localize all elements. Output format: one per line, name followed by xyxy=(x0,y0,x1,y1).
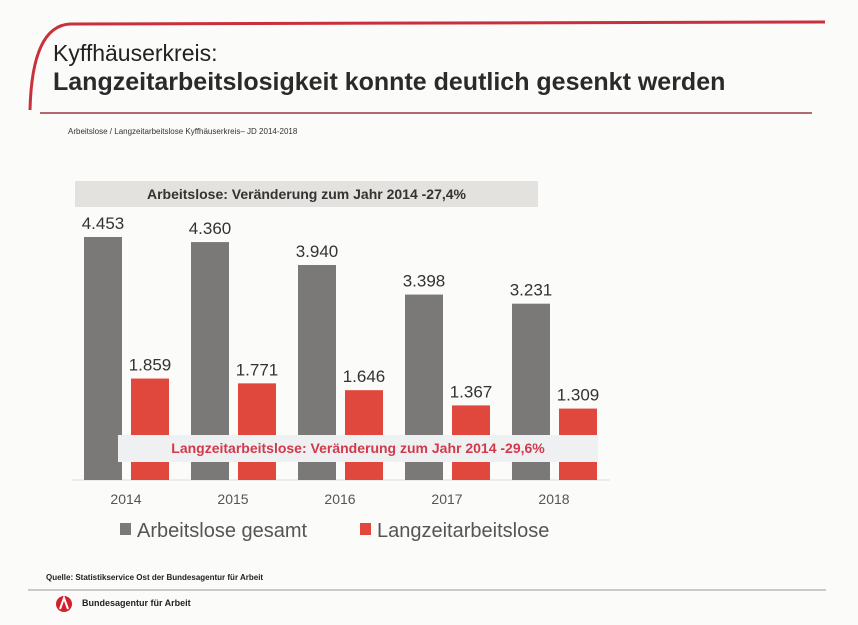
data-label: 1.367 xyxy=(450,382,493,401)
x-tick-label: 2014 xyxy=(110,491,141,507)
x-tick-label: 2016 xyxy=(324,491,355,507)
annotation-longterm: Langzeitarbeitslose: Veränderung zum Jah… xyxy=(118,435,598,462)
x-tick-label: 2015 xyxy=(217,491,248,507)
bar-langzeit-2015 xyxy=(238,383,276,480)
ba-logo-icon xyxy=(56,595,72,612)
brand-name: Bundesagentur für Arbeit xyxy=(82,598,191,608)
bar-gesamt-2014 xyxy=(84,237,122,480)
legend-swatch xyxy=(120,523,131,535)
x-tick-label: 2018 xyxy=(538,491,569,507)
data-label: 4.453 xyxy=(82,214,125,233)
kicker: Kyffhäuserkreis: xyxy=(53,40,218,66)
data-label: 1.646 xyxy=(343,367,386,386)
annotation-total: Arbeitslose: Veränderung zum Jahr 2014 -… xyxy=(75,181,538,207)
data-label: 1.309 xyxy=(557,386,600,405)
data-label: 1.771 xyxy=(236,360,279,379)
page-title: Langzeitarbeitslosigkeit konnte deutlich… xyxy=(53,68,726,96)
subtitle: Arbeitslose / Langzeitarbeitslose Kyffhä… xyxy=(68,127,298,136)
x-tick-label: 2017 xyxy=(431,491,462,507)
data-label: 3.940 xyxy=(296,242,339,261)
data-label: 4.360 xyxy=(189,219,232,238)
legend-label: Langzeitarbeitslose xyxy=(377,520,549,542)
legend-swatch xyxy=(360,523,371,535)
source-note: Quelle: Statistikservice Ost der Bundesa… xyxy=(46,573,264,582)
legend-label: Arbeitslose gesamt xyxy=(137,520,308,542)
bar-langzeit-2014 xyxy=(131,378,169,480)
data-label: 1.859 xyxy=(129,356,172,375)
data-label: 3.398 xyxy=(403,272,446,291)
data-label: 3.231 xyxy=(510,281,553,300)
